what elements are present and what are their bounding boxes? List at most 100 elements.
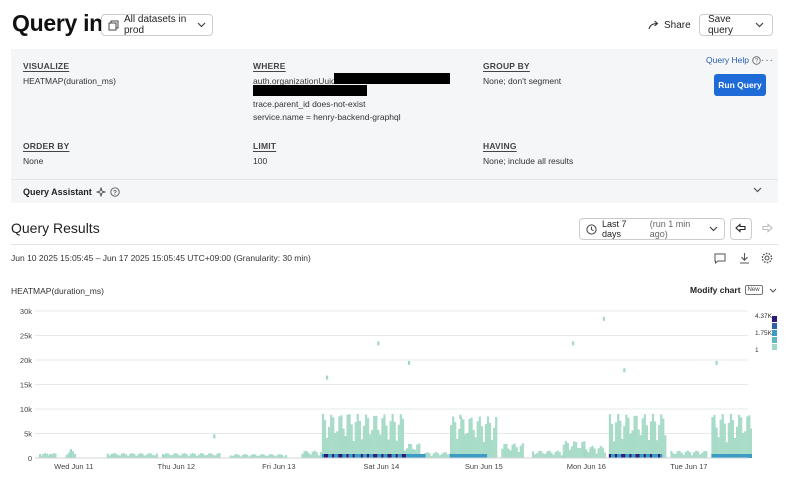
heatmap-cell (139, 453, 142, 458)
share-button[interactable]: Share (648, 16, 691, 34)
heatmap-cell (554, 451, 557, 458)
heatmap-cell (621, 454, 624, 458)
where-clause-parent[interactable]: trace.parent_id does-not-exist (253, 99, 366, 109)
order-by-label[interactable]: ORDER BY (23, 141, 70, 151)
heatmap-cell (379, 454, 382, 458)
heatmap-cell (472, 430, 475, 458)
save-query-button[interactable]: Save query (699, 14, 773, 36)
heatmap-cell (615, 454, 618, 458)
heatmap-cell (430, 455, 433, 458)
heatmap-cell (108, 455, 111, 458)
limit-value[interactable]: 100 (253, 156, 268, 166)
group-by-label[interactable]: GROUP BY (483, 61, 530, 71)
query-help-link[interactable]: Query Help ? (706, 55, 761, 65)
heatmap-cell (738, 454, 741, 458)
heatmap-cell (625, 414, 628, 458)
limit-label[interactable]: LIMIT (253, 141, 277, 151)
heatmap-cell (323, 420, 327, 458)
heatmap-cell (711, 416, 714, 458)
heatmap-cell (155, 453, 159, 458)
heatmap-cell (399, 414, 402, 458)
heatmap-cell (163, 454, 166, 458)
query-help-label: Query Help (706, 55, 749, 65)
time-back-button[interactable] (730, 218, 752, 240)
heatmap-cell (317, 455, 320, 458)
settings-gear-icon[interactable] (760, 251, 774, 265)
heatmap-cell (672, 453, 675, 458)
heatmap-cell (332, 454, 335, 458)
heatmap-cell (542, 453, 545, 458)
heatmap-cell (110, 454, 113, 458)
heatmap-cell (418, 443, 421, 458)
heatmap-cell (731, 454, 735, 458)
heatmap-cell (375, 454, 378, 458)
having-label[interactable]: HAVING (483, 141, 517, 151)
visualize-label[interactable]: VISUALIZE (23, 61, 70, 71)
heatmap-cell (627, 454, 630, 458)
heatmap-cell (268, 454, 271, 458)
heatmap-cell (460, 417, 463, 458)
heatmap-cell (191, 453, 194, 458)
heatmap-cell (141, 453, 144, 458)
heatmap-cell (346, 418, 349, 458)
heatmap-cell (383, 414, 386, 458)
heatmap-cell (415, 454, 418, 458)
heatmap-cell (114, 453, 118, 458)
where-clause-org[interactable]: auth.organizationUuid (253, 76, 336, 86)
share-icon (648, 20, 659, 30)
heatmap-cell (733, 437, 737, 458)
heatmap-cell (137, 454, 140, 458)
legend-mid-label: 1.75K (755, 330, 772, 337)
heatmap-cell (409, 454, 412, 458)
comment-icon[interactable] (713, 251, 727, 265)
heatmap-cell (476, 454, 479, 458)
heatmap-cell (629, 434, 632, 458)
heatmap-cell (623, 426, 626, 458)
heatmap-cell (407, 443, 411, 458)
download-icon[interactable] (737, 251, 751, 265)
heatmap-cell (346, 414, 349, 419)
more-options-icon[interactable]: ··· (761, 55, 774, 66)
heatmap-cell (519, 445, 522, 458)
heatmap-cell (250, 455, 253, 458)
time-forward-button[interactable] (757, 218, 777, 240)
heatmap-cell (631, 454, 634, 458)
heatmap-cell (505, 443, 508, 458)
having-value[interactable]: None; include all results (483, 156, 574, 166)
heatmap-cell (727, 422, 730, 458)
heatmap-cell (570, 446, 574, 458)
heatmap-cell (515, 447, 518, 458)
heatmap-cell (651, 413, 655, 458)
heatmap-cell (129, 453, 132, 458)
order-by-value[interactable]: None (23, 156, 44, 166)
heatmap-cell (579, 447, 582, 458)
run-query-button[interactable]: Run Query (714, 74, 766, 96)
heatmap-cell (647, 454, 651, 458)
where-clause-service[interactable]: service.name = henry-backend-graphql (253, 112, 401, 122)
visualize-value[interactable]: HEATMAP(duration_ms) (23, 76, 116, 86)
heatmap-cell (303, 451, 306, 458)
heatmap-cell (387, 439, 390, 458)
heatmap-cell (610, 424, 614, 458)
heatmap-cell (46, 453, 49, 458)
time-range-select[interactable]: Last 7 days (run 1 min ago) (579, 218, 725, 240)
heatmap-cell (670, 451, 673, 458)
heatmap-cell (272, 455, 275, 458)
heatmap-cell (444, 452, 448, 458)
heatmap-cell (175, 453, 178, 458)
dataset-select[interactable]: All datasets in prod (101, 14, 213, 36)
query-assistant-toggle[interactable]: Query Assistant ? (11, 179, 778, 203)
heatmap-cell (474, 437, 477, 458)
heatmap-cell (660, 454, 663, 458)
group-by-value[interactable]: None; don't segment (483, 76, 562, 86)
heatmap-cell (391, 413, 394, 458)
heatmap-cell (264, 455, 267, 458)
heatmap-cell (750, 454, 752, 458)
heatmap-cell (585, 449, 588, 458)
heatmap-cell (241, 454, 245, 458)
modify-chart-button[interactable]: Modify chart New (690, 285, 777, 295)
heatmap-cell (694, 450, 698, 458)
where-label[interactable]: WHERE (253, 61, 286, 71)
heatmap-cell (373, 415, 376, 458)
heatmap-cell (187, 456, 190, 458)
